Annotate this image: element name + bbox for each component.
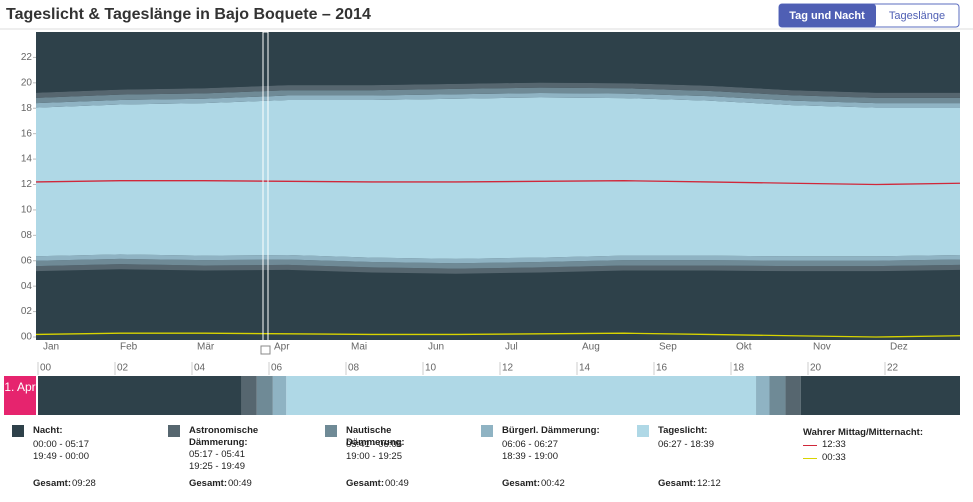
legend-label: 12:33: [822, 439, 846, 450]
legend-total-label: Gesamt:: [346, 478, 385, 489]
legend-swatch: [481, 425, 493, 437]
legend-line: [803, 445, 817, 446]
hour-label: 02: [117, 363, 129, 374]
hour-label: 00: [40, 363, 52, 374]
legend-swatch: [12, 425, 24, 437]
day-badge: 1. Apr: [4, 376, 36, 415]
y-tick-label: 10: [21, 205, 33, 216]
legend-swatch: [325, 425, 337, 437]
x-tick-label: Jul: [505, 342, 518, 353]
area: [36, 32, 960, 93]
x-tick-label: Aug: [582, 342, 600, 353]
legend-range: 19:49 - 00:00: [33, 451, 89, 462]
day-segment: [286, 376, 757, 415]
x-tick-label: Okt: [736, 342, 752, 353]
legend-total-label: Gesamt:: [189, 478, 228, 489]
y-tick-label: 18: [21, 103, 33, 114]
title: Tageslicht & Tageslänge in Bajo Boquete …: [6, 6, 371, 23]
day-segment: [241, 376, 257, 415]
tab[interactable]: Tag und Nacht: [789, 10, 865, 22]
area: [36, 269, 960, 337]
x-tick-label: Mai: [351, 342, 367, 353]
x-tick-label: Dez: [890, 342, 908, 353]
legend-total: 09:28: [72, 478, 96, 489]
legend-range: 19:00 - 19:25: [346, 451, 402, 462]
hour-label: 12: [502, 363, 514, 374]
y-tick-label: 00: [21, 332, 33, 343]
line: [35, 332, 961, 338]
legend-label: 00:33: [822, 452, 846, 463]
y-tick-label: 02: [21, 306, 33, 317]
legend-range: 18:39 - 19:00: [502, 451, 558, 462]
cursor: [262, 31, 269, 343]
day-segment: [38, 376, 242, 415]
area: [36, 254, 960, 264]
legend-total: 12:12: [697, 478, 721, 489]
y-tick-label: 20: [21, 77, 33, 88]
legend-range: 05:17 - 05:41: [189, 449, 245, 460]
x-tick-label: Jun: [428, 342, 444, 353]
day-segment: [756, 376, 770, 415]
y-tick-label: 12: [21, 179, 33, 190]
legend-range: 00:00 - 05:17: [33, 439, 89, 450]
legend-name: Tageslicht:: [658, 425, 708, 436]
y-tick-label: 14: [21, 154, 33, 165]
hour-label: 04: [194, 363, 206, 374]
hour-label: 22: [887, 363, 899, 374]
hour-label: 18: [733, 363, 745, 374]
day-segment: [769, 376, 786, 415]
hour-label: 20: [810, 363, 822, 374]
x-tick-label: Apr: [274, 342, 290, 353]
hour-label: 10: [425, 363, 437, 374]
day-segment: [800, 376, 960, 415]
legend-total-label: Gesamt:: [658, 478, 697, 489]
legend-line: [803, 458, 817, 459]
area: [36, 87, 960, 104]
line: [35, 180, 961, 186]
legend-range: 06:06 - 06:27: [502, 439, 558, 450]
x-tick-label: Nov: [813, 342, 831, 353]
legend-range: 19:25 - 19:49: [189, 461, 245, 472]
cursor-lock: [260, 345, 271, 355]
area: [36, 264, 960, 274]
legend-total-label: Gesamt:: [502, 478, 541, 489]
day-segment: [272, 376, 287, 415]
legend-total: 00:49: [228, 478, 252, 489]
hour-label: 14: [579, 363, 591, 374]
x-tick-label: Jan: [43, 342, 59, 353]
y-tick-label: 04: [21, 281, 33, 292]
tab[interactable]: Tageslänge: [889, 10, 945, 22]
legend-swatch: [637, 425, 649, 437]
legend-swatch: [168, 425, 180, 437]
hour-label: 16: [656, 363, 668, 374]
day-segment: [785, 376, 801, 415]
area: [36, 258, 960, 269]
hour-label: 08: [348, 363, 360, 374]
y-tick-label: 16: [21, 128, 33, 139]
legend-name: Nautische Dämmerung:: [346, 425, 405, 448]
day-segment: [256, 376, 273, 415]
x-tick-label: Mär: [197, 342, 215, 353]
x-tick-label: Sep: [659, 342, 677, 353]
y-tick-label: 22: [21, 52, 33, 63]
tab-active[interactable]: [779, 4, 876, 27]
hour-label: 06: [271, 363, 283, 374]
legend-name: Nacht:: [33, 425, 63, 436]
y-tick-label: 06: [21, 255, 33, 266]
area: [36, 93, 960, 108]
x-tick-label: Feb: [120, 342, 138, 353]
legend-name: Wahrer Mittag/Mitternacht:: [803, 427, 923, 438]
y-tick-label: 08: [21, 230, 33, 241]
legend-range: 06:27 - 18:39: [658, 439, 714, 450]
legend-total: 00:49: [385, 478, 409, 489]
area: [36, 82, 960, 98]
legend-total: 00:42: [541, 478, 565, 489]
legend-name: Bürgerl. Dämmerung:: [502, 425, 600, 436]
legend-total-label: Gesamt:: [33, 478, 72, 489]
area: [36, 97, 960, 259]
legend-range: 05:41 - 06:06: [346, 439, 402, 450]
legend-name: Astronomische Dämmerung:: [189, 425, 259, 448]
